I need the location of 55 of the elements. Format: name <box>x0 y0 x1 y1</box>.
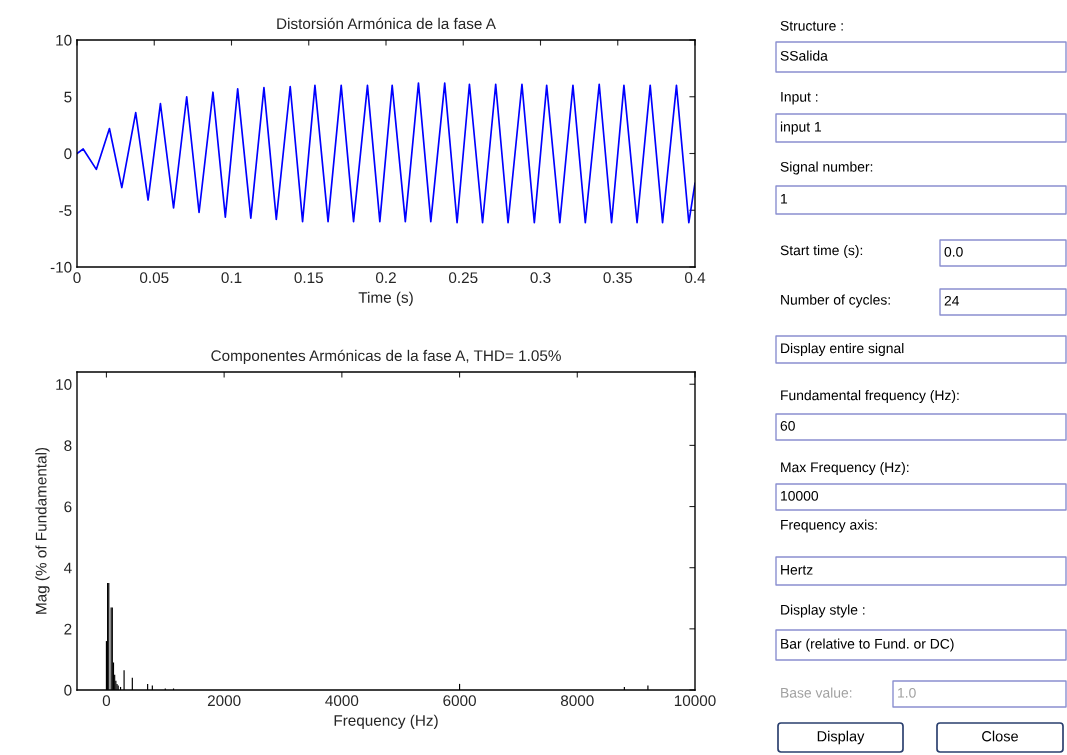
text: 1 <box>781 194 788 204</box>
x-tick-label: 4000 <box>325 695 359 707</box>
y-tick-label: 10 <box>56 34 72 46</box>
text: 0.0 <box>944 246 963 257</box>
x-tick-label: 0.3 <box>530 272 551 284</box>
text: 60 <box>780 420 795 431</box>
x-tick-label: 0 <box>73 272 81 284</box>
y-tick-label: 0 <box>64 684 72 696</box>
chart-title: Distorsión Armónica de la fase A <box>277 17 496 30</box>
text: 1.0 <box>898 687 916 698</box>
text: Close <box>982 730 1018 742</box>
text: input 1 <box>780 121 822 135</box>
text: Bar (relative to Fund. or DC) <box>781 638 954 652</box>
y-tick-label: -10 <box>50 261 72 273</box>
text: Fundamental frequency (Hz): <box>781 390 959 403</box>
chart-title: Componentes Armónicas de la fase A, THD= 1.05% <box>211 349 561 365</box>
x-tick-label: 2000 <box>207 695 241 707</box>
y-tick-label: 10 <box>56 379 72 390</box>
text: Number of cycles: <box>781 294 890 308</box>
x-axis-title: Time (s) <box>358 291 413 306</box>
text: SSalida <box>780 50 828 61</box>
line-series <box>77 82 695 224</box>
text: Base value: <box>781 687 852 698</box>
text: Hertz <box>781 565 813 575</box>
x-tick-label: 0.25 <box>448 272 478 284</box>
text: Display style : <box>781 604 865 618</box>
y-tick-label: 2 <box>64 623 72 635</box>
x-tick-label: 0.35 <box>603 272 632 284</box>
x-tick-label: 0.15 <box>294 272 323 284</box>
y-tick-label: -5 <box>59 205 72 216</box>
text: 24 <box>944 295 960 306</box>
y-tick-label: 6 <box>64 501 72 513</box>
text: Max Frequency (Hz): <box>781 462 909 475</box>
x-tick-label: 0.2 <box>375 272 396 284</box>
y-tick-label: 4 <box>63 562 72 574</box>
x-axis-title: Frequency (Hz) <box>334 714 438 729</box>
x-tick-label: 0 <box>102 695 111 707</box>
text: Frequency axis: <box>781 519 877 533</box>
text: Signal number: <box>780 161 873 175</box>
text: Start time (s): <box>780 245 863 258</box>
x-tick-label: 0.05 <box>139 272 169 284</box>
x-tick-label: 6000 <box>443 695 476 707</box>
y-tick-label: 8 <box>64 440 72 452</box>
text: Display entire signal <box>781 343 904 356</box>
x-tick-label: 0.4 <box>684 272 706 284</box>
x-tick-label: 0.1 <box>221 272 242 284</box>
y-axis-title: Mag (% of Fundamental) <box>35 447 50 614</box>
x-tick-label: 8000 <box>560 695 594 707</box>
text: Display <box>817 730 865 745</box>
text: 10000 <box>781 490 819 501</box>
y-tick-label: 0 <box>64 148 72 160</box>
x-tick-label: 10000 <box>674 695 716 707</box>
y-tick-label: 5 <box>64 91 72 103</box>
text: Structure : <box>780 20 843 31</box>
text: Input : <box>781 92 818 105</box>
